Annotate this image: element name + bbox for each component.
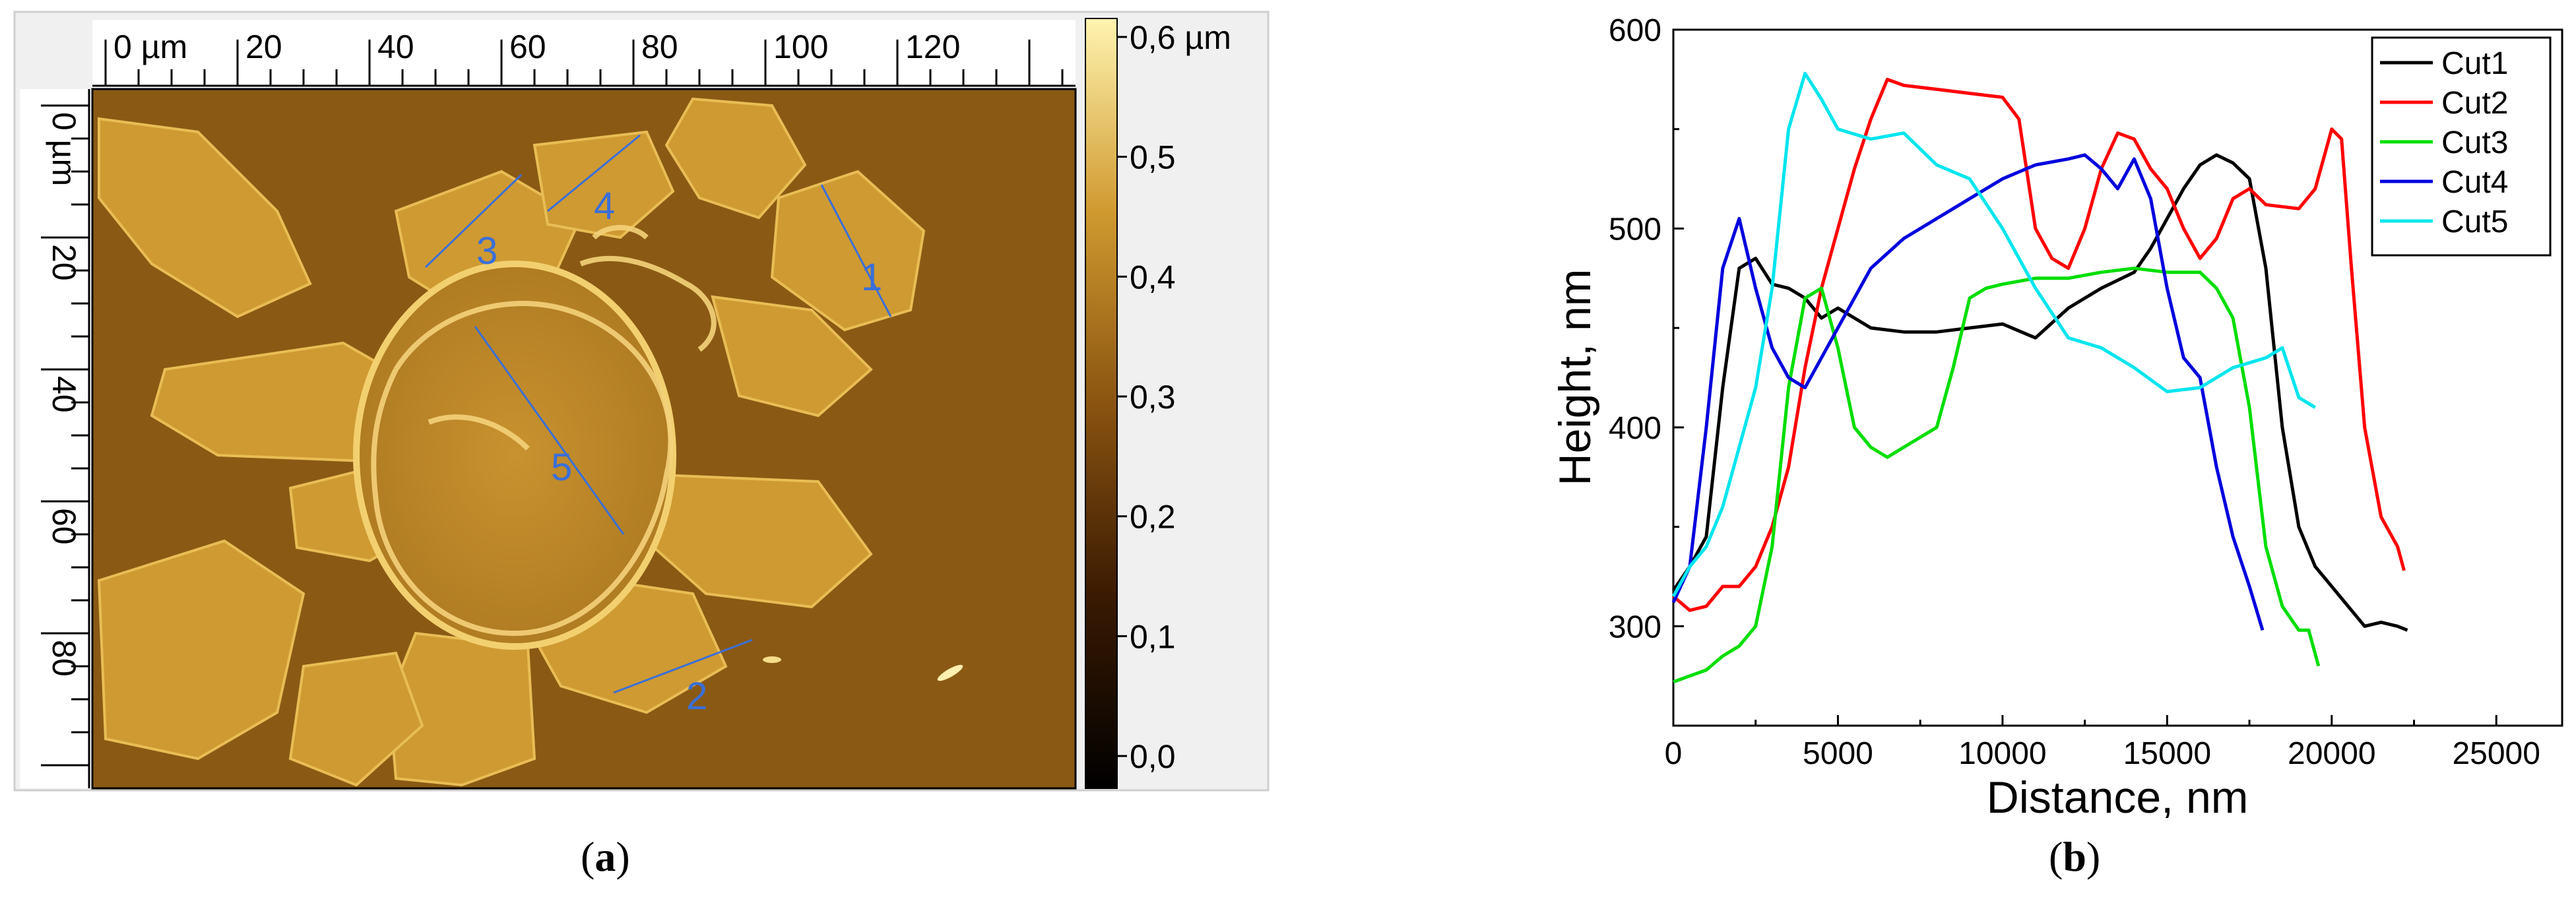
series-line-cut2 xyxy=(1672,77,2406,612)
x-tick-label: 5000 xyxy=(1803,736,1873,771)
colorbar-label: 0,2 xyxy=(1130,499,1176,536)
x-tick-label: 10000 xyxy=(1958,736,2046,771)
series-line-cut5 xyxy=(1671,71,2317,598)
cut-line-5 xyxy=(474,326,625,535)
top-ruler-label: 40 xyxy=(377,28,414,65)
series-line-cut3 xyxy=(1673,267,2321,684)
top-ruler-label: 100 xyxy=(773,28,828,65)
left-ruler-label: 0 µm xyxy=(46,112,82,186)
cut-label-3: 3 xyxy=(476,230,498,272)
left-ruler-label: 80 xyxy=(46,640,82,677)
y-tick-label: 500 xyxy=(1609,212,1661,247)
x-tick-label: 25000 xyxy=(2452,736,2540,771)
x-tick-label: 20000 xyxy=(2288,736,2375,771)
height-profile-chart: 0 5000 10000 15000 20000 25000 300 400 500 600 D… xyxy=(1550,13,2563,823)
afm-image-figure: 1 2 3 4 5 0 µm 20 40 60 80 100 120 0 µm 20 40 60 8… xyxy=(13,11,1270,792)
colorbar-label: 0,0 xyxy=(1130,738,1176,775)
colorbar-label: 0,5 xyxy=(1130,139,1176,176)
colorbar-gradient xyxy=(1085,18,1118,789)
top-ruler: 0 µm 20 40 60 80 100 120 xyxy=(92,28,1076,87)
x-axis-label: Distance, nm xyxy=(1987,772,2249,818)
caption-a-letter: a xyxy=(595,833,616,880)
y-tick-label: 300 xyxy=(1609,610,1661,645)
cut-label-2: 2 xyxy=(686,675,707,718)
top-ruler-label: 60 xyxy=(509,28,546,65)
legend-label-cut1: Cut1 xyxy=(2441,46,2508,81)
y-tick-label: 600 xyxy=(1609,13,1661,48)
panel-a: 1 2 3 4 5 0 µm 20 40 60 80 100 120 0 µm 20 40 60 8… xyxy=(0,0,1280,913)
y-axis-ticks: 300 400 500 600 xyxy=(1609,13,1684,645)
panel-b: 0 5000 10000 15000 20000 25000 300 400 500 600 D… xyxy=(1518,0,2576,913)
left-ruler-label: 60 xyxy=(46,508,82,545)
legend: Cut1 Cut2 Cut3 Cut4 Cut5 xyxy=(2371,36,2552,257)
top-ruler-label: 80 xyxy=(641,28,678,65)
y-tick-label: 400 xyxy=(1609,411,1661,446)
legend-items: Cut1 Cut2 Cut3 Cut4 Cut5 xyxy=(2380,46,2508,239)
series-line-cut4 xyxy=(1671,153,2265,631)
caption-b-open: ( xyxy=(2049,833,2063,880)
caption-a-open: ( xyxy=(581,833,595,880)
left-ruler-bg xyxy=(20,89,92,788)
x-axis-ticks: 0 5000 10000 15000 20000 25000 xyxy=(1665,715,2540,771)
caption-a-close: ) xyxy=(616,833,630,880)
colorbar: 0,6 µm 0,5 0,4 0,3 0,2 0,1 0,0 xyxy=(1085,18,1231,789)
caption-b-close: ) xyxy=(2086,833,2101,880)
left-ruler-label: 40 xyxy=(46,376,82,413)
colorbar-label: 0,1 xyxy=(1130,618,1176,655)
afm-scan-image xyxy=(92,89,1076,788)
cut-line-4 xyxy=(547,134,641,212)
cut-lines xyxy=(424,134,892,694)
caption-b-letter: b xyxy=(2063,833,2086,880)
legend-label-cut4: Cut4 xyxy=(2441,165,2508,200)
legend-label-cut5: Cut5 xyxy=(2441,205,2508,239)
caption-b: (b) xyxy=(2049,833,2100,881)
legend-box xyxy=(2371,36,2552,257)
cut-label-1: 1 xyxy=(861,256,882,299)
series-lines xyxy=(1671,71,2408,684)
legend-label-cut3: Cut3 xyxy=(2441,125,2508,160)
y-axis-label: Height, nm xyxy=(1550,269,1600,486)
x-tick-label: 15000 xyxy=(2123,736,2211,771)
colorbar-label: 0,3 xyxy=(1130,379,1176,416)
cut-label-5: 5 xyxy=(551,446,572,489)
colorbar-label: 0,4 xyxy=(1130,259,1176,296)
top-ruler-label: 0 µm xyxy=(113,28,187,65)
top-ruler-label: 20 xyxy=(245,28,282,65)
colorbar-label: 0,6 µm xyxy=(1130,19,1231,56)
top-ruler-label: 120 xyxy=(905,28,960,65)
x-tick-label: 0 xyxy=(1665,736,1683,771)
cut-labels: 1 2 3 4 5 xyxy=(476,185,882,718)
left-ruler: 0 µm 20 40 60 80 xyxy=(41,89,90,788)
cut-line-2 xyxy=(613,639,753,694)
cut-line-1 xyxy=(820,184,892,317)
cut-line-3 xyxy=(424,173,523,268)
left-ruler-label: 20 xyxy=(46,244,82,281)
caption-a: (a) xyxy=(581,833,630,881)
legend-label-cut2: Cut2 xyxy=(2441,86,2508,121)
scan-border xyxy=(91,88,1077,790)
cut-label-4: 4 xyxy=(594,185,615,228)
top-ruler-bg xyxy=(92,20,1076,89)
colorbar-ticks: 0,6 µm 0,5 0,4 0,3 0,2 0,1 0,0 xyxy=(1117,19,1231,775)
